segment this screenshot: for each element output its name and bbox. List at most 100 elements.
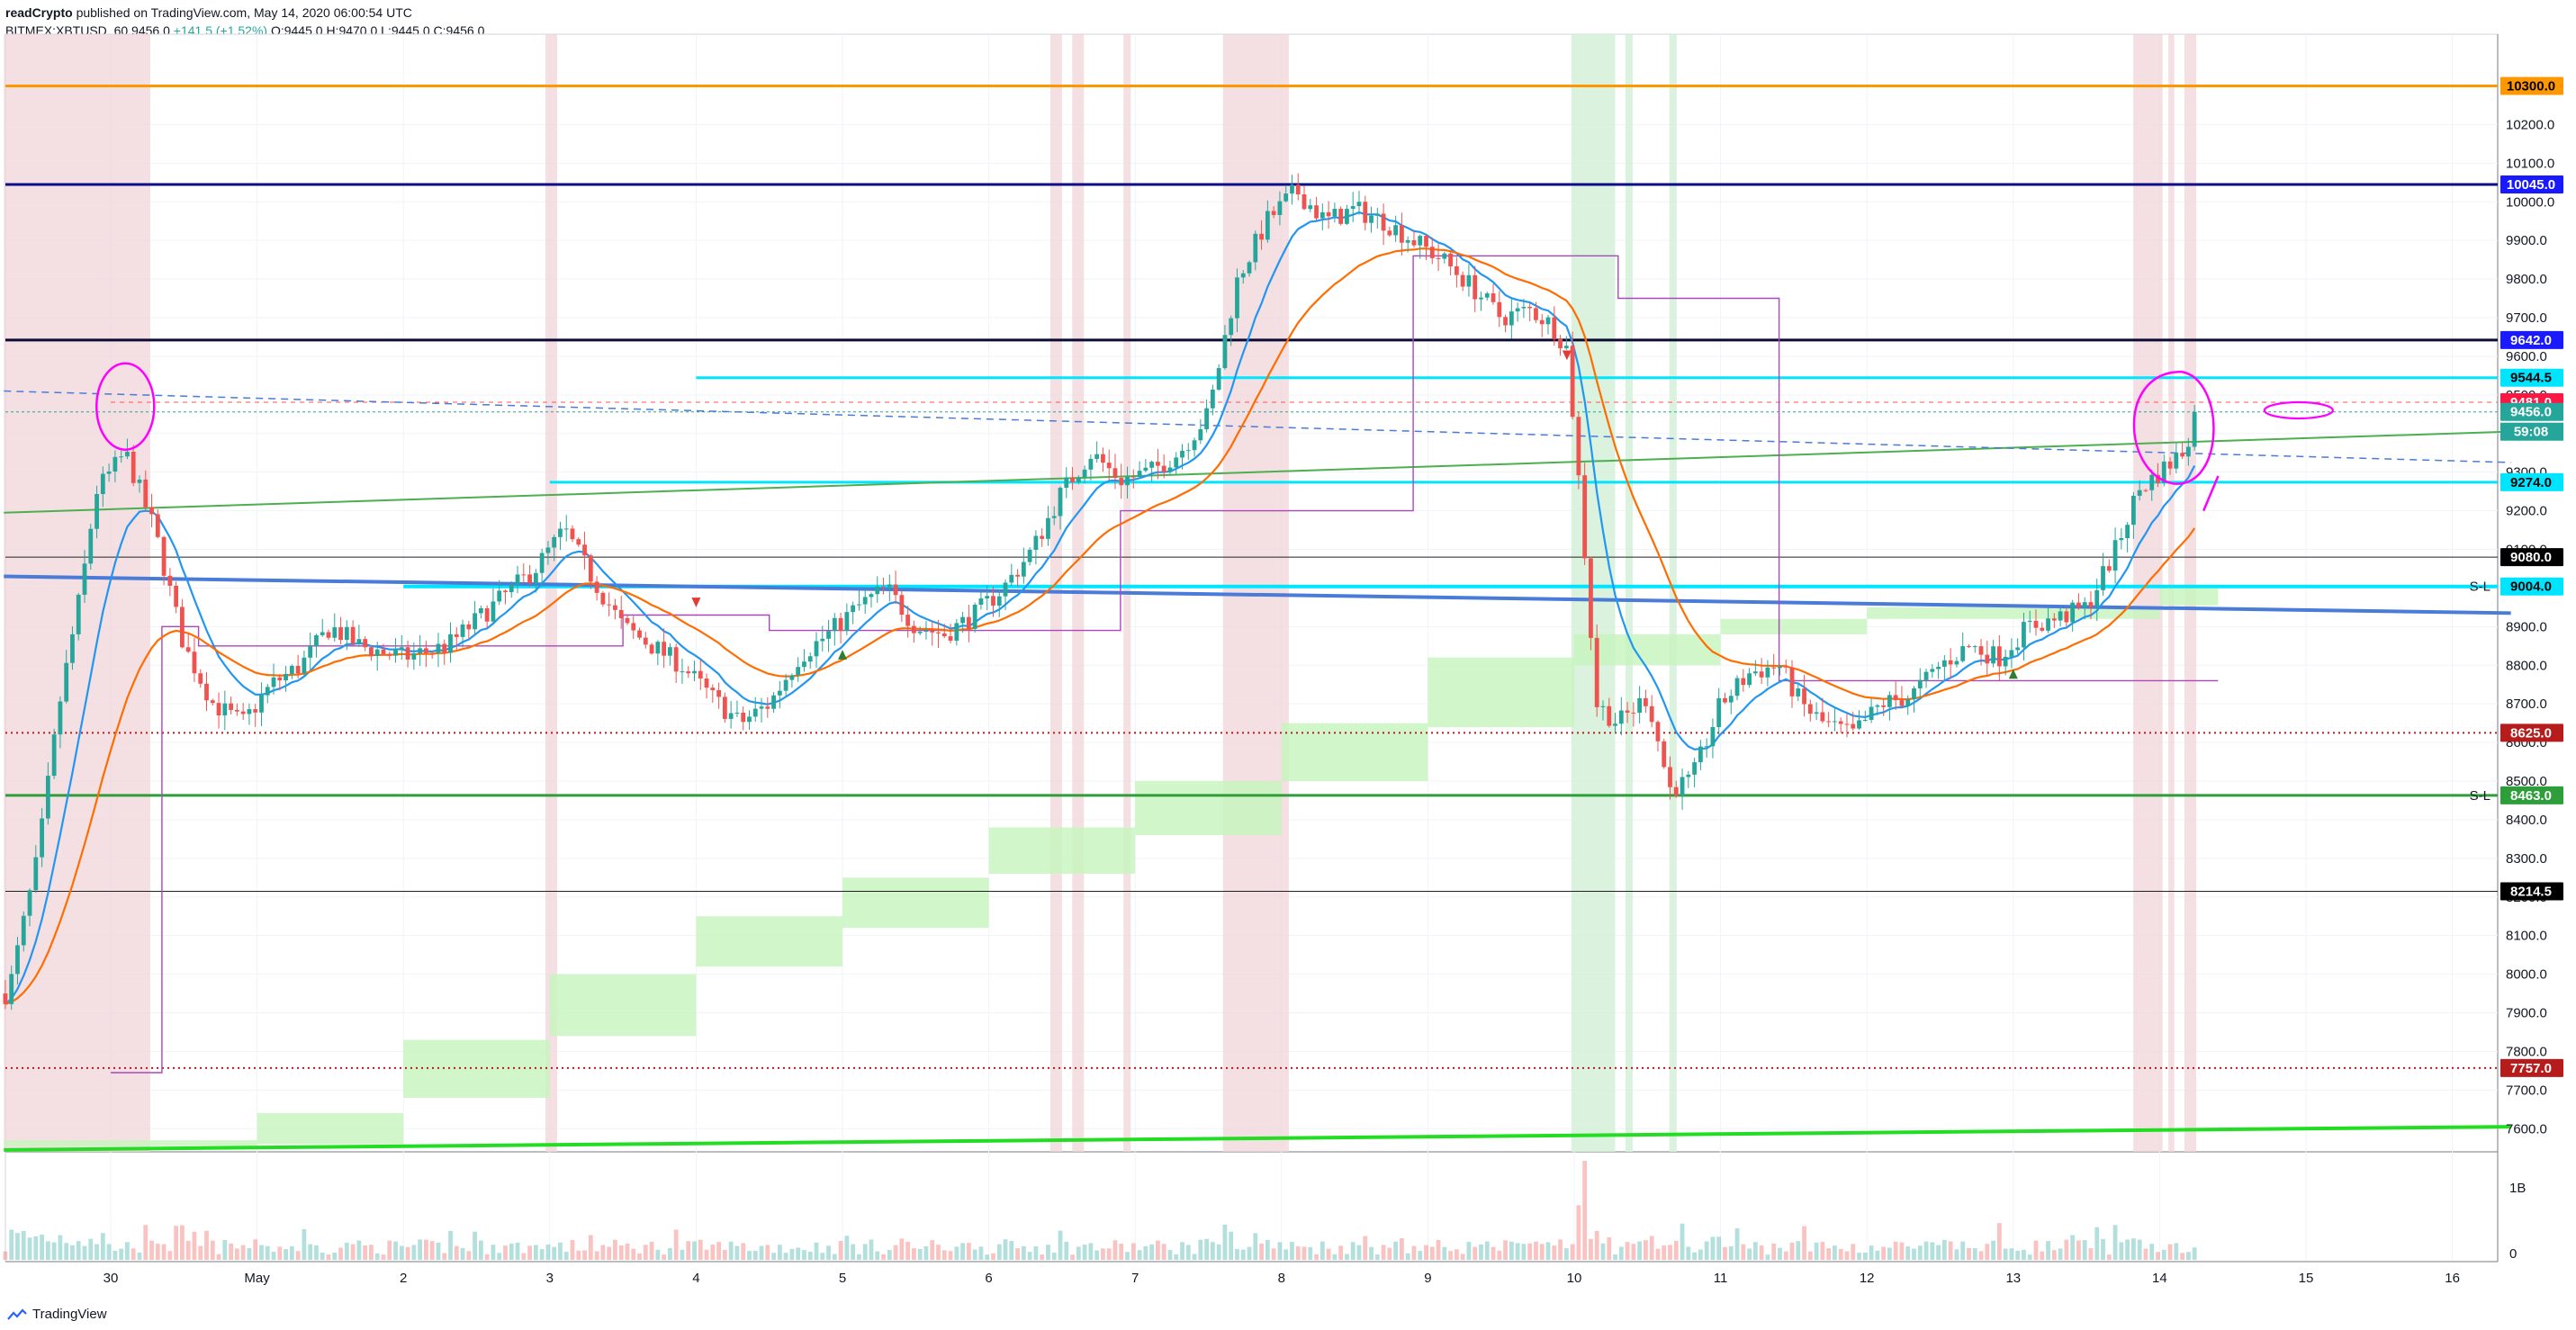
volume-bar xyxy=(2112,1225,2118,1260)
candle-body xyxy=(1149,462,1155,468)
volume-bar xyxy=(2156,1252,2160,1260)
candle-body xyxy=(1539,319,1545,325)
volume-bar xyxy=(466,1251,472,1260)
volume-bar xyxy=(515,1243,520,1260)
candle-body xyxy=(204,683,209,701)
x-tick-label: 13 xyxy=(2005,1271,2021,1286)
volume-bar xyxy=(1198,1239,1203,1260)
volume-bar xyxy=(2180,1253,2185,1260)
candle-body xyxy=(247,709,252,714)
volume-bar xyxy=(1003,1239,1008,1260)
candle-body xyxy=(82,563,87,595)
volume-bar xyxy=(295,1251,301,1260)
volume-bar xyxy=(1040,1254,1045,1260)
volume-bar xyxy=(2058,1248,2063,1260)
candle-body xyxy=(2125,525,2130,539)
session-band-green xyxy=(1571,34,1616,1152)
candle-body xyxy=(1881,705,1887,707)
volume-bar xyxy=(570,1240,575,1260)
volume-bar xyxy=(539,1249,545,1260)
candle-body xyxy=(1723,697,1727,703)
volume-bar xyxy=(1844,1251,1850,1260)
candle-body xyxy=(393,649,398,656)
volume-bar xyxy=(1668,1245,1672,1260)
volume-bar xyxy=(802,1250,806,1260)
volume-bar xyxy=(454,1245,459,1260)
y-tick-label: 10000.0 xyxy=(2506,194,2554,210)
author-name[interactable]: readCrypto xyxy=(5,5,73,20)
candle-body xyxy=(1692,762,1698,775)
volume-bar xyxy=(704,1249,709,1260)
volume-bar xyxy=(1180,1242,1184,1260)
y-tick-label: 8000.0 xyxy=(2506,967,2547,983)
volume-bar xyxy=(1851,1244,1856,1260)
candle-body xyxy=(576,539,581,545)
cloud-block xyxy=(1135,781,1282,836)
y-tick-label: 8700.0 xyxy=(2506,696,2547,712)
candle-body xyxy=(734,712,740,714)
candle-body xyxy=(2082,602,2087,608)
volume-bar xyxy=(1893,1241,1898,1260)
candle-body xyxy=(2101,566,2105,590)
volume-bar xyxy=(1917,1245,1923,1260)
volume-bar xyxy=(1948,1241,1953,1260)
candle-body xyxy=(2131,495,2136,526)
y-tick-label: 7600.0 xyxy=(2506,1121,2547,1137)
volume-bar xyxy=(1290,1242,1294,1260)
volume-bar xyxy=(100,1233,105,1260)
volume-bar xyxy=(521,1253,527,1260)
candle-body xyxy=(58,701,63,735)
candle-body xyxy=(216,703,221,715)
volume-bar xyxy=(503,1245,508,1260)
candle-body xyxy=(1308,205,1313,210)
candle-body xyxy=(473,613,478,630)
volume-bar xyxy=(686,1241,691,1260)
candle-body xyxy=(1545,317,1551,325)
volume-bar xyxy=(1686,1246,1691,1260)
volume-bar xyxy=(1534,1241,1538,1260)
volume-bar xyxy=(1503,1240,1508,1260)
volume-bar xyxy=(1807,1251,1813,1260)
candle-body xyxy=(1210,390,1215,409)
cloud-block xyxy=(2159,588,2219,606)
candle-body xyxy=(503,590,508,593)
candle-body xyxy=(137,479,142,483)
candle-body xyxy=(497,590,502,602)
candle-body xyxy=(161,536,167,576)
candle-body xyxy=(1198,429,1203,441)
candle-body xyxy=(912,625,916,634)
volume-bar xyxy=(851,1244,856,1260)
volume-bar xyxy=(1558,1239,1563,1260)
candle-body xyxy=(887,584,892,588)
candle-body xyxy=(2119,538,2124,541)
candle-body xyxy=(722,696,727,719)
candle-body xyxy=(710,687,716,690)
volume-bar xyxy=(284,1249,288,1260)
volume-bar xyxy=(1174,1254,1179,1260)
candle-body xyxy=(149,507,154,515)
volume-bar xyxy=(308,1244,313,1260)
volume-bar xyxy=(1698,1249,1703,1260)
annotation-circle-right xyxy=(2132,370,2220,512)
y-tick-label: 8800.0 xyxy=(2506,658,2547,673)
candle-body xyxy=(51,734,57,777)
candle-body xyxy=(100,473,105,495)
candle-body xyxy=(1613,723,1617,726)
volume-bar xyxy=(923,1246,929,1260)
candle-body xyxy=(857,604,861,606)
price-tag xyxy=(2500,368,2563,387)
volume-bar xyxy=(1302,1246,1307,1260)
volume-bar xyxy=(1308,1246,1313,1260)
volume-bar xyxy=(783,1253,788,1260)
volume-bar xyxy=(369,1245,374,1260)
volume-bar xyxy=(1857,1253,1861,1260)
candle-body xyxy=(2143,490,2148,491)
candle-body xyxy=(155,514,160,537)
volume-bar xyxy=(1673,1240,1679,1260)
volume-bar xyxy=(954,1246,959,1260)
candle-body xyxy=(1917,679,1923,689)
candle-body xyxy=(917,631,923,634)
publish-line: readCrypto published on TradingView.com,… xyxy=(5,4,484,22)
volume-bar xyxy=(1747,1248,1752,1260)
